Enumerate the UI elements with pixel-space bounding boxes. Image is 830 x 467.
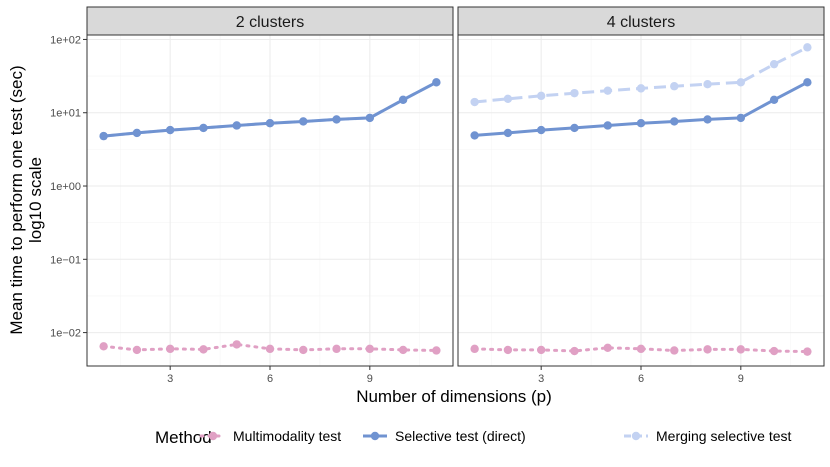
data-point-merging <box>670 82 679 91</box>
legend: Method Multimodality test Selective test … <box>155 428 792 447</box>
data-point-selective <box>165 125 175 135</box>
y-tick-label: 1e−01 <box>50 254 81 266</box>
data-point-multimodality <box>132 345 142 355</box>
facet-panel-1: 2 clusters <box>86 6 454 367</box>
data-point-selective <box>803 78 812 87</box>
data-point-merging <box>570 88 579 98</box>
data-point-multimodality <box>299 345 308 355</box>
data-point-multimodality <box>199 345 208 354</box>
data-point-selective <box>603 121 612 130</box>
facet-strip <box>457 6 825 36</box>
data-point-merging <box>603 86 612 95</box>
legend-title: Method <box>155 428 212 447</box>
series-multimodality <box>99 340 441 355</box>
y-tick-label: 1e+01 <box>50 108 81 120</box>
legend-item-merging: Merging selective test <box>624 428 792 444</box>
legend-label: Selective test (direct) <box>395 428 526 444</box>
data-point-multimodality <box>265 344 275 354</box>
x-tick-label: 9 <box>738 373 744 385</box>
data-point-multimodality <box>536 345 546 355</box>
y-tick-label: 1e+00 <box>50 181 81 193</box>
data-point-multimodality <box>636 344 646 354</box>
data-point-multimodality <box>99 342 108 351</box>
data-point-selective <box>636 118 646 128</box>
data-point-selective <box>536 125 546 135</box>
data-point-multimodality <box>398 345 408 355</box>
data-point-multimodality <box>736 345 746 354</box>
data-point-multimodality <box>769 346 779 356</box>
series-multimodality <box>470 343 812 356</box>
facet-strip-label: 2 clusters <box>236 14 304 31</box>
data-point-selective <box>365 113 375 123</box>
data-point-selective <box>265 118 275 128</box>
facet-strip <box>86 6 454 36</box>
legend-label: Multimodality test <box>233 428 341 444</box>
data-point-multimodality <box>165 344 175 354</box>
data-point-multimodality <box>503 345 513 355</box>
data-point-selective <box>503 128 513 138</box>
y-axis-title-line-2: log10 scale <box>26 157 45 243</box>
data-point-merging <box>636 84 646 93</box>
data-point-selective <box>432 78 441 87</box>
legend-key-point <box>631 431 641 441</box>
data-point-multimodality <box>603 343 612 353</box>
data-point-selective <box>670 117 679 126</box>
x-tick-label: 6 <box>267 373 273 385</box>
legend-item-multimodality: Multimodality test <box>199 428 341 444</box>
data-point-multimodality <box>432 346 441 355</box>
data-point-selective <box>299 117 308 126</box>
x-tick-label: 9 <box>367 373 373 385</box>
data-point-multimodality <box>803 347 812 356</box>
data-point-selective <box>132 128 142 138</box>
data-point-multimodality <box>670 346 679 355</box>
data-point-multimodality <box>470 344 479 354</box>
legend-key-point <box>370 431 380 441</box>
data-point-selective <box>769 95 779 105</box>
series-selective <box>470 78 812 140</box>
data-point-multimodality <box>365 344 375 354</box>
x-tick-label: 3 <box>167 373 173 385</box>
data-point-selective <box>570 123 579 133</box>
data-point-multimodality <box>332 344 341 354</box>
data-point-multimodality <box>703 345 712 354</box>
data-point-selective <box>470 131 479 140</box>
data-point-multimodality <box>570 346 579 356</box>
data-point-multimodality <box>232 340 241 349</box>
series-selective <box>99 78 441 141</box>
series-merging <box>470 43 812 107</box>
data-point-selective <box>398 95 408 105</box>
x-tick-label: 3 <box>538 373 544 385</box>
legend-item-selective: Selective test (direct) <box>363 428 526 444</box>
data-point-selective <box>99 131 108 141</box>
x-tick-label: 6 <box>638 373 644 385</box>
data-point-selective <box>332 115 341 124</box>
y-axis-title-line-1: Mean time to perform one test (sec) <box>7 65 26 334</box>
data-point-selective <box>736 113 746 123</box>
data-point-selective <box>703 115 712 124</box>
y-tick-label: 1e−02 <box>50 328 81 340</box>
legend-label: Merging selective test <box>656 428 792 444</box>
y-tick-label: 1e+02 <box>50 34 81 46</box>
data-point-selective <box>232 121 241 130</box>
legend-key-point <box>208 431 218 441</box>
data-point-merging <box>803 43 812 52</box>
data-point-merging <box>470 97 479 107</box>
facet-strip-label: 4 clusters <box>607 14 675 31</box>
data-point-merging <box>736 78 746 87</box>
facet-panel-2: 4 clusters <box>457 6 825 367</box>
data-point-merging <box>503 94 513 103</box>
data-point-merging <box>536 91 546 101</box>
x-axis-title: Number of dimensions (p) <box>356 387 552 406</box>
data-point-merging <box>703 80 712 89</box>
data-point-merging <box>769 59 779 69</box>
data-point-selective <box>199 123 208 133</box>
